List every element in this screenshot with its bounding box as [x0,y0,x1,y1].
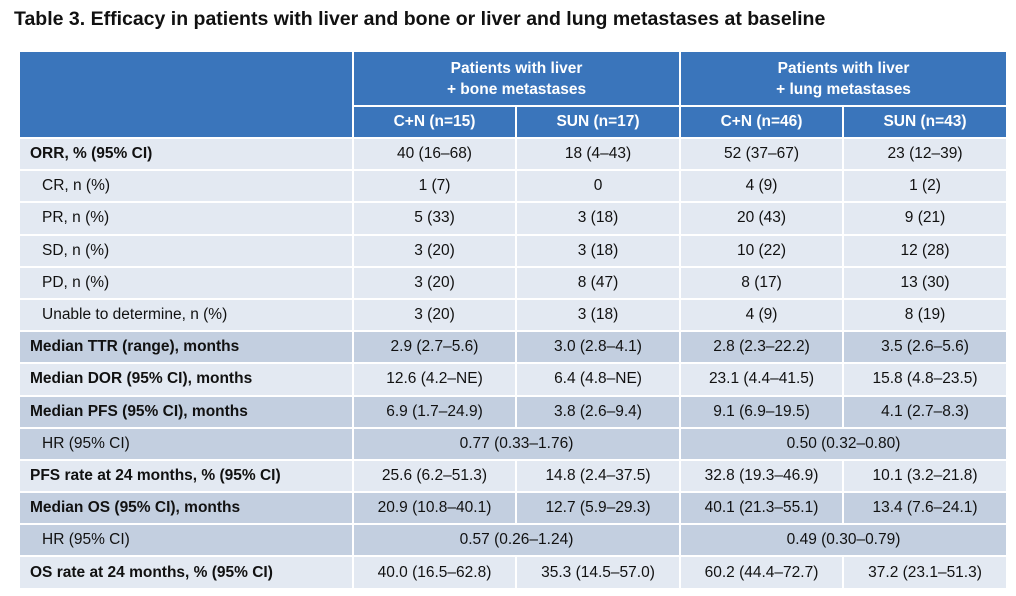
table-row-orr: ORR, % (95% CI) 40 (16–68) 18 (4–43) 52 … [18,136,1009,172]
header-group-liver-lung-line1: Patients with liver [777,59,910,77]
table-cell-merged: 0.49 (0.30–0.79) [679,523,1009,558]
table-cell: 3.5 (2.6–5.6) [842,330,1009,365]
table-row-ttr: Median TTR (range), months 2.9 (2.7–5.6)… [18,330,1009,365]
row-label: PD, n (%) [18,265,354,300]
header-group-liver-bone: Patients with liver + bone metastases [351,50,682,107]
table-cell: 14.8 (2.4–37.5) [514,458,682,494]
table-cell: 15.8 (4.8–23.5) [842,362,1009,397]
table-cell: 13 (30) [842,265,1009,300]
table-cell: 40.1 (21.3–55.1) [679,491,845,526]
header-group-liver-lung: Patients with liver + lung metastases [679,50,1009,107]
header-group-row: Patients with liver + bone metastases Pa… [18,50,1009,139]
table-row-os-rate: OS rate at 24 months, % (95% CI) 40.0 (1… [18,555,1009,590]
table-cell: 4 (9) [679,169,845,204]
table-cell-merged: 0.77 (0.33–1.76) [351,426,682,461]
table-cell: 6.9 (1.7–24.9) [352,394,517,429]
table-cell: 2.9 (2.7–5.6) [352,330,517,365]
table-cell: 8 (19) [842,297,1009,333]
table-cell: 32.8 (19.3–46.9) [679,458,845,494]
table-cell: 20.9 (10.8–40.1) [352,491,517,526]
table-cell: 37.2 (23.1–51.3) [842,555,1009,590]
table-cell: 40.0 (16.5–62.8) [352,555,517,590]
table-cell: 12.7 (5.9–29.3) [514,491,682,526]
table-row-cr: CR, n (%) 1 (7) 0 4 (9) 1 (2) [18,169,1009,204]
table-cell: 20 (43) [679,201,845,236]
table-cell: 12.6 (4.2–NE) [352,362,517,397]
table-cell: 4 (9) [679,297,845,333]
table-cell: 25.6 (6.2–51.3) [352,458,517,494]
row-label: Median TTR (range), months [18,330,354,365]
header-group-liver-bone-line1: Patients with liver [450,59,583,77]
table-cell: 8 (47) [514,265,682,300]
table-cell: 2.8 (2.3–22.2) [679,330,845,365]
table-row-sd: SD, n (%) 3 (20) 3 (18) 10 (22) 12 (28) [18,233,1009,268]
table-title: Table 3. Efficacy in patients with liver… [14,8,826,30]
row-label: SD, n (%) [18,233,354,268]
table-cell: 1 (2) [842,169,1009,204]
table-cell: 23 (12–39) [842,136,1009,172]
table-cell: 0 [514,169,682,204]
table-cell: 12 (28) [842,233,1009,268]
table-row-pfs-rate: PFS rate at 24 months, % (95% CI) 25.6 (… [18,458,1009,494]
table-row-unable: Unable to determine, n (%) 3 (20) 3 (18)… [18,297,1009,333]
table-cell: 6.4 (4.8–NE) [514,362,682,397]
table-cell: 13.4 (7.6–24.1) [842,491,1009,526]
row-label: OS rate at 24 months, % (95% CI) [18,555,354,590]
table-cell: 3 (20) [352,297,517,333]
row-label: Median DOR (95% CI), months [18,362,354,397]
row-label: ORR, % (95% CI) [18,136,354,172]
table-cell-merged: 0.57 (0.26–1.24) [351,523,682,558]
header-corner-cell [18,50,354,139]
header-group-liver-bone-line2: + bone metastases [446,80,587,98]
table-cell: 1 (7) [352,169,517,204]
table-cell: 60.2 (44.4–72.7) [679,555,845,590]
table-cell: 52 (37–67) [679,136,845,172]
table-cell: 9.1 (6.9–19.5) [679,394,845,429]
column-header-sun-bone: SUN (n=17) [514,105,682,139]
table-cell: 8 (17) [679,265,845,300]
table-body: ORR, % (95% CI) 40 (16–68) 18 (4–43) 52 … [18,136,1009,590]
header-column-row: C+N (n=15) SUN (n=17) C+N (n=46) SUN (n=… [19,105,1009,139]
row-label: HR (95% CI) [18,523,354,558]
table-cell: 40 (16–68) [352,136,517,172]
row-label: HR (95% CI) [18,426,354,461]
column-header-cn-lung: C+N (n=46) [679,105,845,139]
table-row-pr: PR, n (%) 5 (33) 3 (18) 20 (43) 9 (21) [18,201,1009,236]
table-cell: 3 (20) [352,265,517,300]
table-row-pfs-hr: HR (95% CI) 0.77 (0.33–1.76) 0.50 (0.32–… [18,426,1009,461]
column-header-cn-bone: C+N (n=15) [352,105,517,139]
table-cell: 9 (21) [842,201,1009,236]
table-row-pfs: Median PFS (95% CI), months 6.9 (1.7–24.… [18,394,1009,429]
table-cell: 10 (22) [679,233,845,268]
row-label: Median OS (95% CI), months [18,491,354,526]
table-row-dor: Median DOR (95% CI), months 12.6 (4.2–NE… [18,362,1009,397]
table-cell: 3 (18) [514,201,682,236]
row-label: CR, n (%) [18,169,354,204]
table-cell: 4.1 (2.7–8.3) [842,394,1009,429]
table-cell: 18 (4–43) [514,136,682,172]
row-label: Unable to determine, n (%) [18,297,354,333]
table-cell: 23.1 (4.4–41.5) [679,362,845,397]
table-cell: 5 (33) [352,201,517,236]
table-cell: 35.3 (14.5–57.0) [514,555,682,590]
table-cell: 3 (18) [514,233,682,268]
table-cell: 3 (18) [514,297,682,333]
table-cell: 3 (20) [352,233,517,268]
row-label: Median PFS (95% CI), months [18,394,354,429]
table-cell: 3.0 (2.8–4.1) [514,330,682,365]
table-row-os: Median OS (95% CI), months 20.9 (10.8–40… [18,491,1009,526]
row-label: PFS rate at 24 months, % (95% CI) [18,458,354,494]
table-row-os-hr: HR (95% CI) 0.57 (0.26–1.24) 0.49 (0.30–… [18,523,1009,558]
efficacy-table: Patients with liver + bone metastases Pa… [18,50,1009,590]
table-header: Patients with liver + bone metastases Pa… [18,50,1009,139]
table-cell: 10.1 (3.2–21.8) [842,458,1009,494]
header-group-liver-lung-line2: + lung metastases [776,80,911,98]
column-header-sun-lung: SUN (n=43) [842,105,1009,139]
table-row-pd: PD, n (%) 3 (20) 8 (47) 8 (17) 13 (30) [18,265,1009,300]
table-cell-merged: 0.50 (0.32–0.80) [679,426,1009,461]
row-label: PR, n (%) [18,201,354,236]
table-cell: 3.8 (2.6–9.4) [514,394,682,429]
